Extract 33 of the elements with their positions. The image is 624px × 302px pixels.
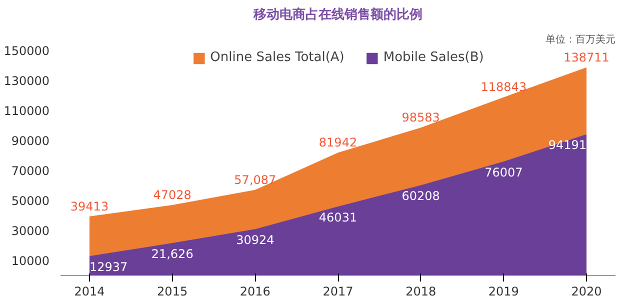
text: 单位：百万美元: [546, 34, 616, 46]
data-label: 76007: [484, 165, 523, 180]
data-label: 30924: [236, 233, 274, 248]
legend-label: Online Sales Total(A): [210, 50, 344, 65]
data-label: 39413: [70, 199, 109, 214]
y-tick-label: 10000: [11, 254, 50, 268]
data-label: 81942: [318, 136, 358, 150]
legend-label: Mobile Sales(B): [383, 50, 484, 65]
data-label: 118843: [480, 80, 527, 94]
x-tick-label: 2020: [571, 284, 602, 298]
y-tick-label: 30000: [11, 224, 50, 238]
y-tick-label: 150000: [4, 44, 50, 58]
data-label: 57,087: [234, 172, 276, 187]
x-tick-label: 2016: [240, 284, 270, 298]
chart-title: 移动电商占在线销售额的比例: [252, 6, 422, 22]
y-tick-label: 110000: [4, 104, 50, 118]
x-tick-label: 2014: [74, 284, 105, 298]
y-tick-label: 50000: [11, 194, 50, 208]
x-tick-label: 2019: [488, 284, 519, 298]
data-label: 21,626: [151, 247, 194, 262]
data-label: 138711: [564, 50, 610, 64]
data-label: 60208: [402, 189, 440, 204]
x-tick-label: 2017: [322, 284, 354, 298]
data-label: 46031: [318, 210, 358, 224]
data-label: 94191: [548, 138, 587, 152]
y-tick-label: 130000: [4, 74, 50, 88]
data-label: 98583: [402, 110, 440, 125]
x-tick-label: 2018: [406, 284, 436, 298]
y-tick-label: 70000: [11, 164, 50, 178]
x-tick-label: 2015: [157, 284, 188, 298]
y-tick-label: 90000: [11, 134, 50, 148]
data-label: 12937: [89, 260, 128, 274]
data-label: 47028: [153, 188, 192, 202]
